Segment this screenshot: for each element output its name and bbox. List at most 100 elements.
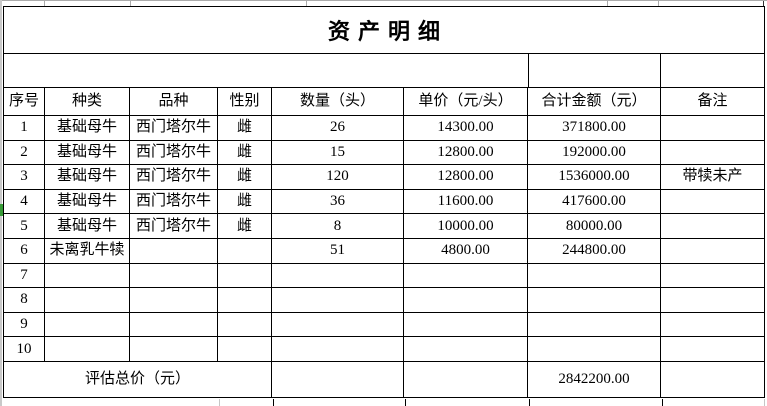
spacer-cell[interactable] [130, 54, 218, 88]
table-cell[interactable] [45, 263, 130, 289]
header-cell-breed[interactable]: 品种 [130, 88, 218, 116]
table-cell[interactable] [218, 263, 272, 289]
table-cell[interactable]: 80000.00 [528, 214, 661, 239]
table-cell[interactable]: 7 [4, 263, 45, 289]
table-cell[interactable]: 雌 [218, 214, 272, 239]
table-cell[interactable] [661, 190, 764, 215]
table-cell[interactable] [661, 288, 764, 313]
header-cell-type[interactable]: 种类 [45, 88, 130, 116]
table-cell[interactable] [130, 288, 218, 313]
table-cell[interactable]: 未离乳牛犊 [45, 238, 130, 264]
table-cell[interactable]: 10000.00 [404, 214, 528, 239]
header-cell-sex[interactable]: 性别 [218, 88, 272, 116]
table-cell[interactable]: 雌 [218, 140, 272, 166]
table-cell[interactable]: 西门塔尔牛 [130, 165, 218, 190]
table-cell[interactable] [130, 238, 218, 264]
table-cell[interactable]: 西门塔尔牛 [130, 189, 218, 215]
table-cell[interactable] [272, 312, 404, 338]
table-cell[interactable]: 417600.00 [528, 189, 661, 215]
table-cell[interactable] [218, 238, 272, 264]
table-cell[interactable]: 1536000.00 [528, 165, 661, 190]
footer-qty-cell[interactable] [272, 361, 404, 397]
table-cell[interactable]: 4800.00 [404, 238, 528, 264]
table-cell[interactable]: 5 [4, 214, 45, 239]
table-cell[interactable]: 371800.00 [528, 116, 661, 141]
table-cell[interactable] [45, 288, 130, 313]
table-cell[interactable]: 基础母牛 [45, 214, 130, 239]
table-cell[interactable]: 西门塔尔牛 [130, 140, 218, 166]
table-cell[interactable] [272, 288, 404, 313]
spacer-cell[interactable] [4, 54, 45, 88]
header-cell-amount[interactable]: 合计金额（元） [528, 88, 661, 116]
header-cell-qty[interactable]: 数量（头） [272, 88, 404, 116]
table-cell[interactable] [528, 263, 661, 289]
table-cell[interactable] [661, 337, 764, 362]
header-cell-remark[interactable]: 备注 [661, 88, 764, 116]
spacer-cell[interactable] [45, 54, 130, 88]
table-cell[interactable]: 6 [4, 238, 45, 264]
table-cell[interactable]: 1 [4, 116, 45, 141]
table-cell[interactable]: 12800.00 [404, 165, 528, 190]
table-cell[interactable] [130, 263, 218, 289]
table-cell[interactable]: 15 [272, 140, 404, 166]
table-cell[interactable]: 2 [4, 140, 45, 166]
table-cell[interactable] [528, 312, 661, 338]
table-cell[interactable]: 10 [4, 337, 45, 362]
table-cell[interactable] [661, 313, 764, 338]
table-cell[interactable] [218, 337, 272, 362]
table-cell[interactable] [661, 239, 764, 264]
spacer-cell[interactable] [661, 54, 764, 88]
footer-total-label[interactable]: 评估总价（元） [4, 361, 272, 397]
table-cell[interactable]: 26 [272, 116, 404, 141]
table-cell[interactable] [661, 264, 764, 289]
table-cell[interactable] [272, 337, 404, 362]
table-title[interactable]: 资产明细 [4, 7, 764, 54]
table-cell[interactable] [661, 141, 764, 166]
table-cell[interactable]: 244800.00 [528, 238, 661, 264]
table-cell[interactable] [272, 263, 404, 289]
table-cell[interactable]: 基础母牛 [45, 140, 130, 166]
table-cell[interactable] [528, 337, 661, 362]
spacer-cell[interactable] [272, 54, 404, 88]
table-cell[interactable]: 基础母牛 [45, 165, 130, 190]
table-cell[interactable]: 西门塔尔牛 [130, 214, 218, 239]
header-cell-seq[interactable]: 序号 [4, 88, 45, 116]
table-cell[interactable]: 8 [4, 288, 45, 313]
table-cell[interactable]: 西门塔尔牛 [130, 116, 218, 141]
table-cell[interactable] [404, 263, 528, 289]
table-cell[interactable] [404, 288, 528, 313]
footer-remark-cell[interactable] [661, 362, 764, 397]
table-cell[interactable]: 11600.00 [404, 189, 528, 215]
table-cell[interactable]: 12800.00 [404, 140, 528, 166]
table-cell[interactable]: 雌 [218, 189, 272, 215]
table-cell[interactable] [661, 116, 764, 141]
table-cell[interactable] [45, 337, 130, 362]
spacer-cell[interactable] [404, 54, 528, 88]
table-cell[interactable]: 雌 [218, 165, 272, 190]
table-cell[interactable]: 基础母牛 [45, 189, 130, 215]
table-cell[interactable] [130, 312, 218, 338]
table-cell[interactable]: 14300.00 [404, 116, 528, 141]
table-cell[interactable]: 基础母牛 [45, 116, 130, 141]
table-cell[interactable]: 雌 [218, 116, 272, 141]
table-cell[interactable] [218, 312, 272, 338]
spacer-cell[interactable] [218, 54, 272, 88]
header-cell-price[interactable]: 单价（元/头） [404, 88, 528, 116]
table-cell[interactable] [130, 337, 218, 362]
table-cell[interactable]: 120 [272, 165, 404, 190]
table-cell[interactable]: 3 [4, 165, 45, 190]
table-cell[interactable] [45, 312, 130, 338]
table-cell[interactable] [661, 214, 764, 239]
table-cell[interactable]: 36 [272, 189, 404, 215]
table-cell[interactable] [404, 337, 528, 362]
spacer-cell[interactable] [528, 54, 661, 88]
table-cell[interactable]: 8 [272, 214, 404, 239]
table-cell[interactable]: 51 [272, 238, 404, 264]
footer-total-value[interactable]: 2842200.00 [528, 361, 661, 397]
table-cell[interactable] [404, 312, 528, 338]
table-cell[interactable]: 9 [4, 312, 45, 338]
table-cell[interactable]: 192000.00 [528, 140, 661, 166]
table-cell[interactable]: 4 [4, 189, 45, 215]
table-cell[interactable]: 带犊未产 [661, 165, 764, 190]
table-cell[interactable] [528, 288, 661, 313]
